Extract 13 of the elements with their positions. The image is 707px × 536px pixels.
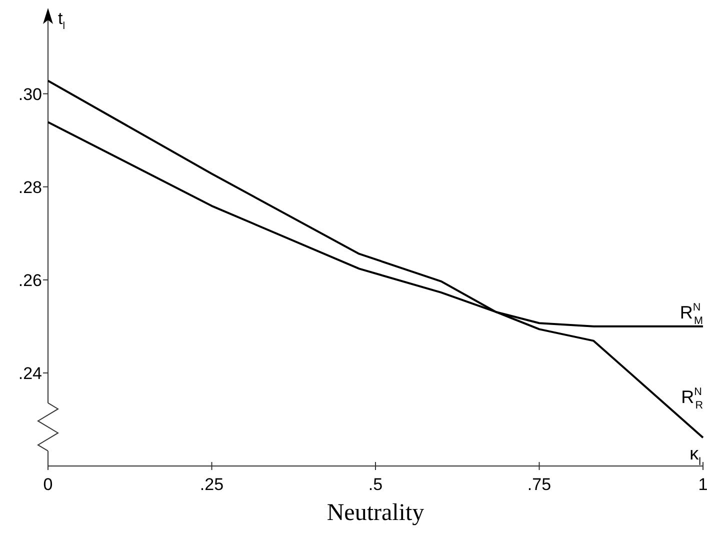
x-tick-label: .75	[527, 475, 552, 494]
annotation: κ$_{l}$	[690, 444, 701, 468]
x-tick-label: 1	[698, 475, 707, 494]
y-tick-label: .24	[18, 364, 42, 383]
x-axis-title: Neutrality	[326, 500, 424, 526]
y-axis-title: t$_{l}$	[58, 9, 65, 32]
x-tick-label: .5	[368, 475, 383, 494]
y-tick-label: .30	[18, 84, 42, 104]
y-tick-label: .26	[18, 270, 42, 290]
y-tick-label: .28	[18, 178, 42, 197]
x-tick-label: .25	[200, 475, 224, 494]
line-series	[47, 80, 704, 439]
x-tick-label: 0	[43, 475, 53, 494]
